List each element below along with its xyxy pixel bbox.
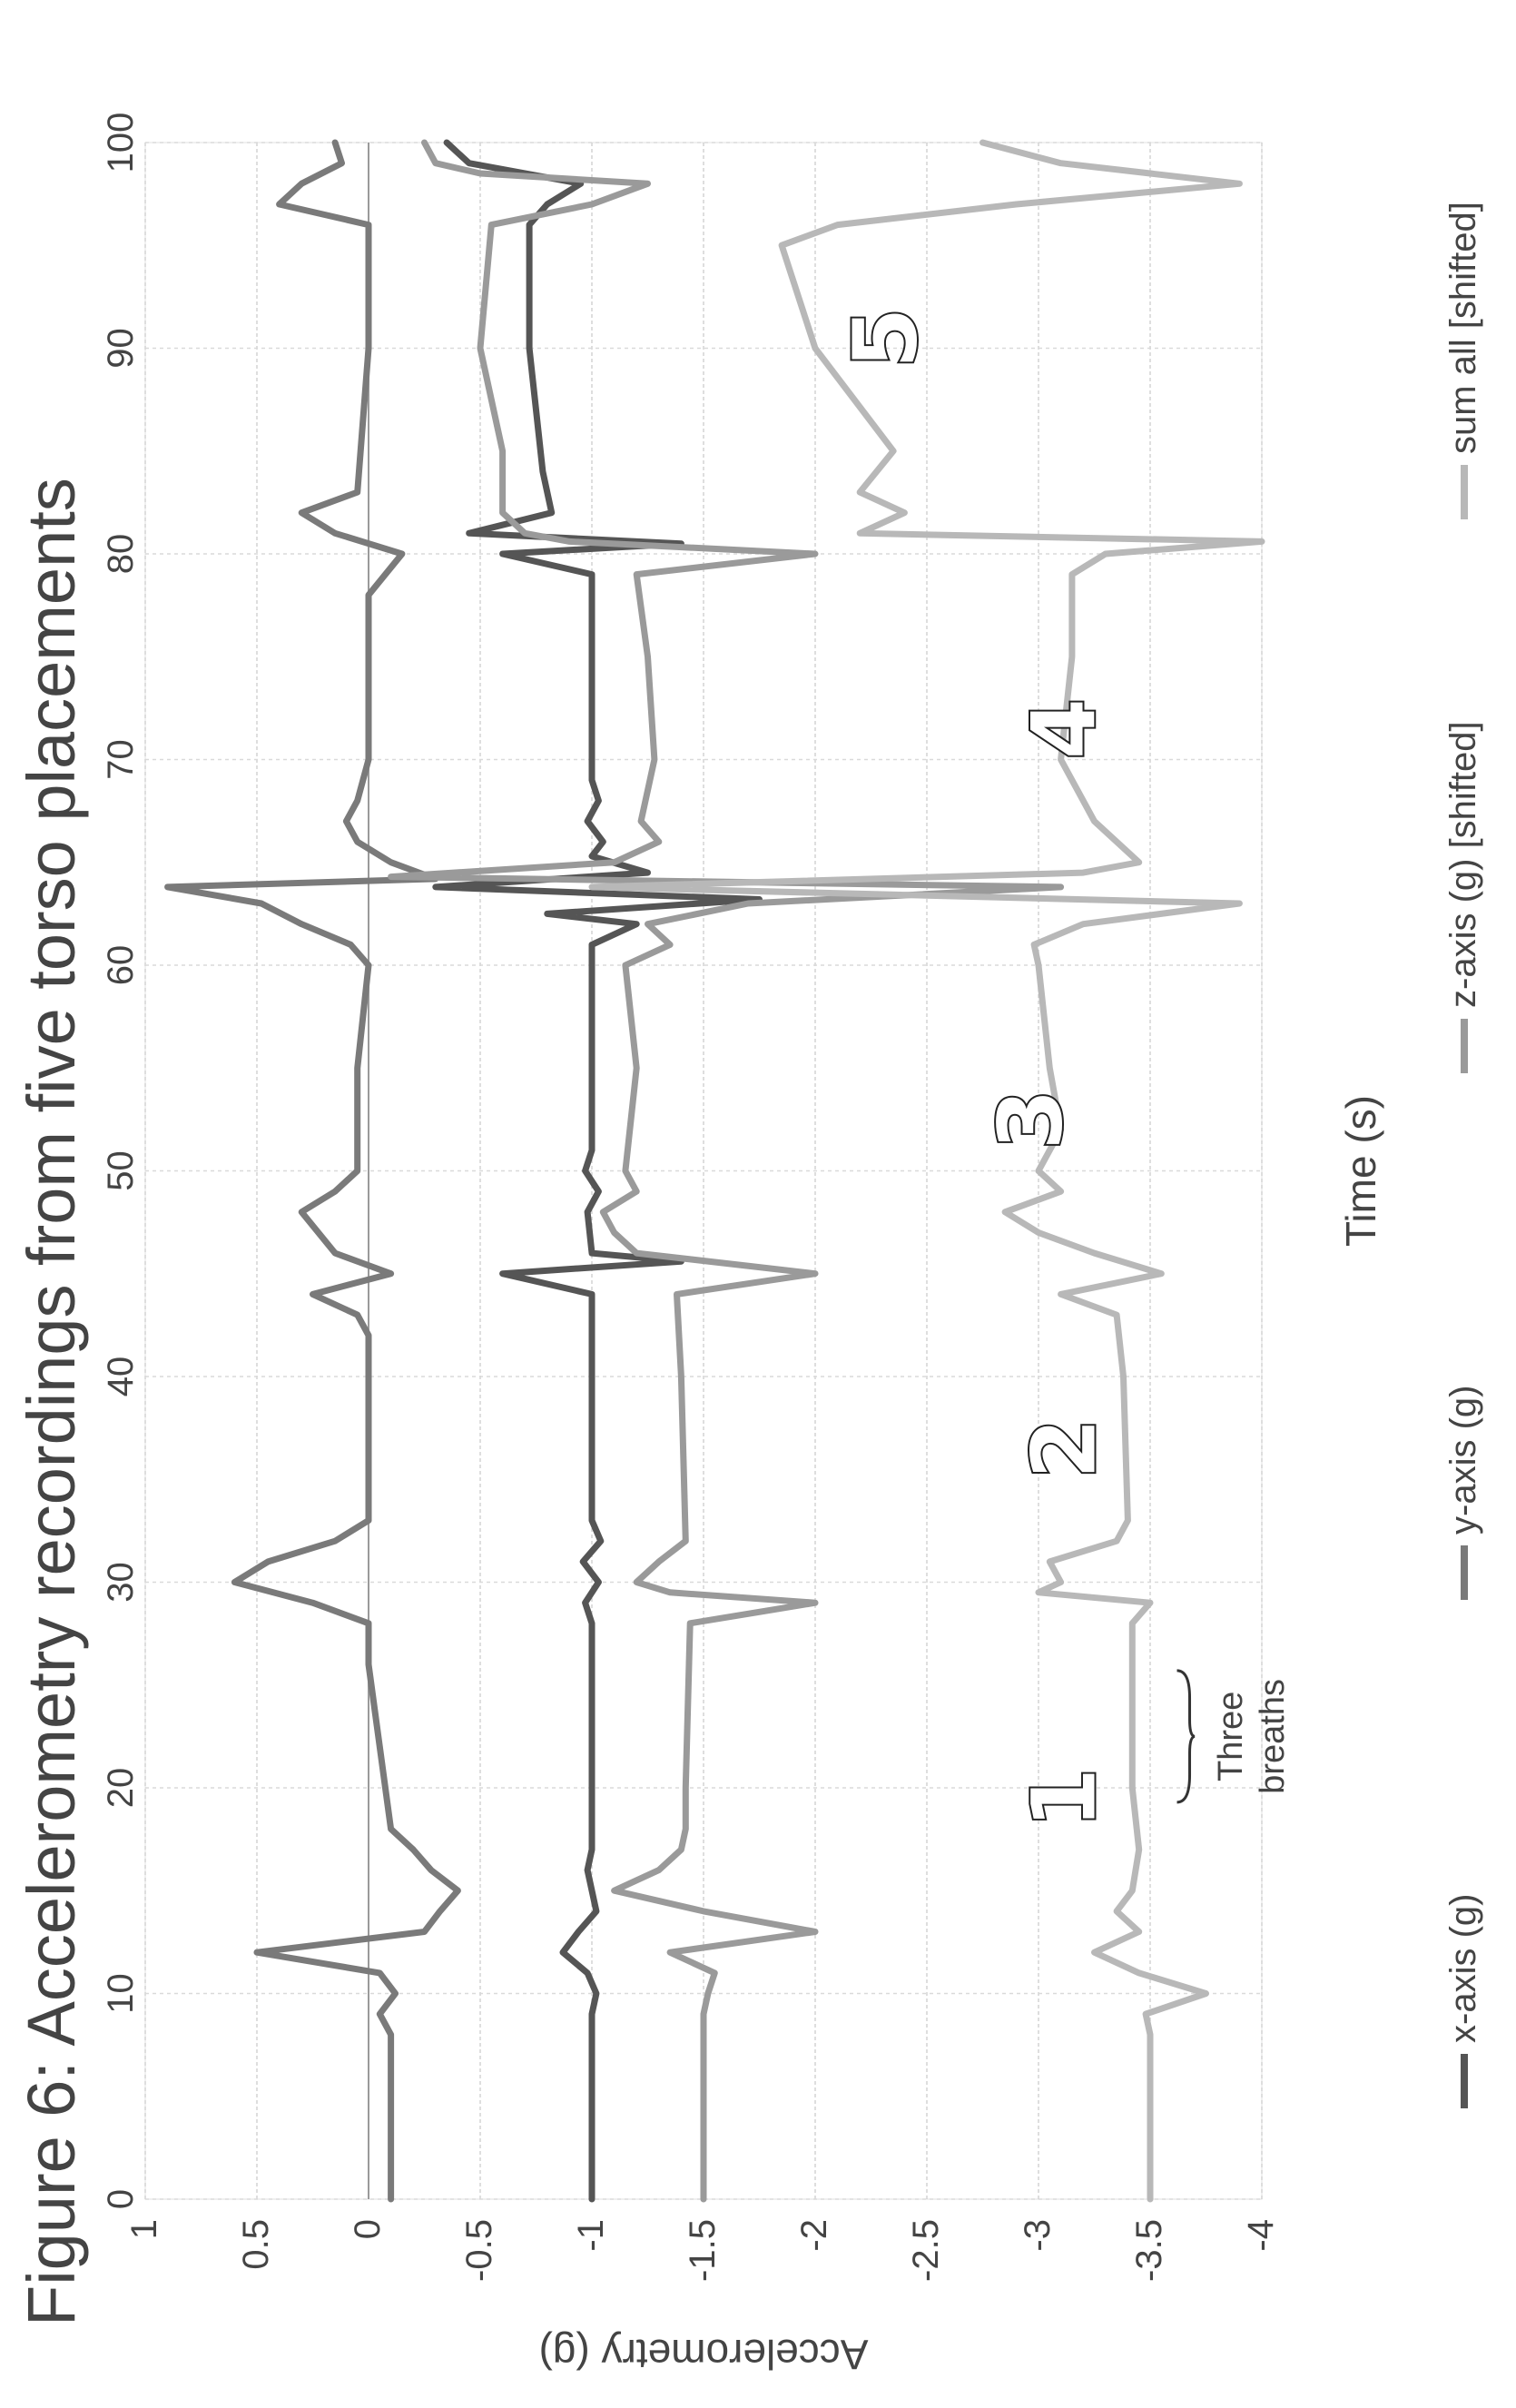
series-line-4 (588, 139, 1265, 2203)
series-line-2 (164, 139, 461, 2203)
x-tick-label: 40 (101, 1357, 141, 1397)
y-tick-label: 0 (348, 2219, 388, 2239)
series-line-3 (388, 139, 1065, 2203)
placement-number-label: 2 (1014, 1418, 1116, 1479)
legend-label: sum all [shifted] (1443, 202, 1483, 454)
x-tick-label: 70 (101, 739, 141, 780)
x-tick-label: 50 (101, 1150, 141, 1191)
chart-title: Figure 6: Accelerometry recordings from … (14, 478, 89, 2326)
y-tick-label: -2.5 (906, 2219, 946, 2282)
y-tick-label: 1 (124, 2219, 164, 2239)
series-line-1 (432, 139, 763, 2203)
y-axis-label: Accelerometry (g) (539, 2331, 869, 2378)
placement-number-label: 4 (1014, 698, 1116, 759)
legend-label: z-axis (g) [shifted] (1443, 721, 1483, 1008)
legend: x-axis (g) y-axis (g) z-axis (g) [shifted]… (1443, 202, 1483, 2108)
x-tick-label: 20 (101, 1768, 141, 1809)
x-tick-label: 10 (101, 1973, 141, 2014)
y-tick-label: -1 (571, 2219, 611, 2252)
y-tick-label: -2 (794, 2219, 834, 2252)
axes: 1 0.5 0 -0.5 -1 -1.5 -2 -2.5 -3 -3.5 -4 0 10 20 30 40 50… (101, 113, 1281, 2282)
y-tick-label: -0.5 (459, 2219, 499, 2282)
x-tick-label: 80 (101, 534, 141, 575)
x-tick-label: 90 (101, 328, 141, 369)
x-axis-label: Time (s) (1337, 1095, 1384, 1247)
x-tick-label: 60 (101, 945, 141, 986)
y-tick-label: 0.5 (236, 2219, 276, 2270)
placement-number-label: 5 (835, 308, 937, 369)
annotation-layer: 1 2 3 4 5 Three breaths (833, 306, 1292, 1831)
y-tick-label: -1.5 (683, 2219, 723, 2282)
x-tick-label: 30 (101, 1562, 141, 1603)
y-tick-label: -3 (1018, 2219, 1058, 2252)
placement-number-label: 3 (980, 1089, 1082, 1150)
y-tick-label: -3.5 (1129, 2219, 1169, 2282)
placement-number-label: 1 (1014, 1768, 1116, 1829)
x-tick-label: 100 (101, 113, 141, 173)
series-layer (164, 139, 1265, 2203)
legend-label: y-axis (g) (1443, 1386, 1483, 1535)
grid (144, 142, 1263, 2200)
three-breaths-brace (1176, 1669, 1196, 1804)
x-tick-label: 0 (101, 2189, 141, 2209)
legend-label: x-axis (g) (1443, 1894, 1483, 2043)
three-breaths-annotation: Three breaths (1212, 1679, 1292, 1794)
y-tick-label: -4 (1241, 2219, 1281, 2252)
